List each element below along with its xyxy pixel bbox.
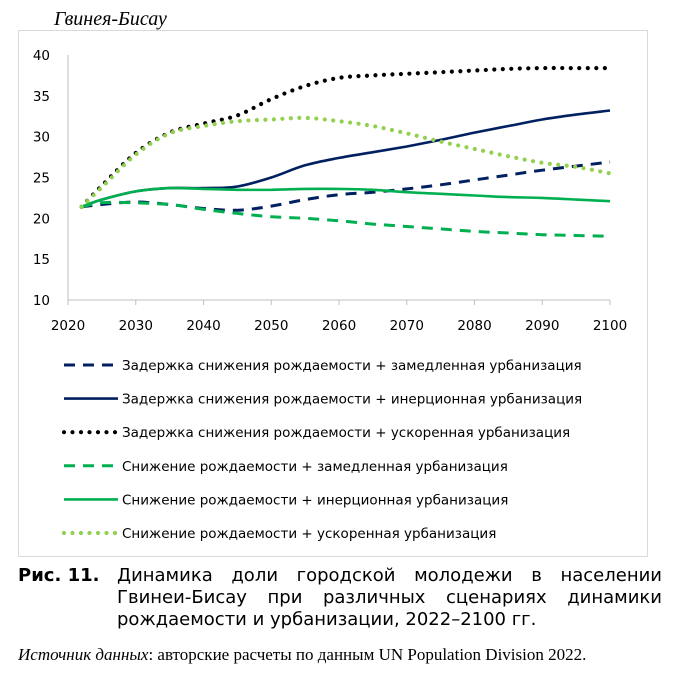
legend-label-2: Задержка снижения рождаемости + инерцион… xyxy=(122,392,582,408)
series-line-4 xyxy=(81,200,611,238)
caption-label: Рис. 11. xyxy=(18,565,100,586)
x-tick-label: 2070 xyxy=(390,318,424,334)
legend-label-1: Задержка снижения рождаемости + замедлен… xyxy=(122,358,582,374)
x-tick-label: 2060 xyxy=(322,318,356,334)
legend-label-3: Задержка снижения рождаемости + ускоренн… xyxy=(122,425,570,441)
source-text: : авторские расчеты по данным UN Populat… xyxy=(148,645,587,664)
y-tick-label: 40 xyxy=(33,48,50,64)
y-axis-ticks: 10 15 20 25 30 35 40 xyxy=(33,48,50,309)
x-tick-label: 2040 xyxy=(186,318,220,334)
x-tick-label: 2050 xyxy=(254,318,288,334)
source-note: Источник данных: авторские расчеты по да… xyxy=(18,645,586,665)
figure-caption: Рис. 11. Динамика доли городской молодеж… xyxy=(18,565,662,631)
y-tick-label: 20 xyxy=(33,211,50,227)
series-line-2 xyxy=(81,109,611,209)
legend-label-5: Снижение рождаемости + инерционная урбан… xyxy=(122,492,508,508)
chart-frame xyxy=(18,30,648,557)
y-tick-label: 15 xyxy=(33,252,50,268)
x-tick-label: 2080 xyxy=(457,318,491,334)
y-tick-label: 35 xyxy=(33,89,50,105)
series-line-3 xyxy=(79,65,613,209)
x-axis-ticks: 2020 2030 2040 2050 2060 2070 2080 2090 2100 xyxy=(51,300,627,334)
chart-axes xyxy=(67,55,610,301)
caption-text: Динамика доли городской молодежи в насел… xyxy=(117,565,662,630)
series-lines xyxy=(79,65,613,238)
chart-title: Гвинея-Бисау xyxy=(54,8,167,30)
y-tick-label: 30 xyxy=(33,130,50,146)
y-tick-label: 25 xyxy=(33,171,50,187)
series-line-5 xyxy=(81,186,611,209)
x-tick-label: 2090 xyxy=(525,318,559,334)
x-tick-label: 2020 xyxy=(51,318,85,334)
source-label: Источник данных xyxy=(18,645,149,664)
y-tick-label: 10 xyxy=(33,293,50,309)
x-tick-label: 2100 xyxy=(593,318,627,334)
legend-label-6: Снижение рождаемости + ускоренная урбани… xyxy=(122,526,496,542)
legend-label-4: Снижение рождаемости + замедленная урбан… xyxy=(122,459,508,475)
chart-legend: Задержка снижения рождаемости + замедлен… xyxy=(61,358,582,542)
x-tick-label: 2030 xyxy=(119,318,153,334)
series-line-6 xyxy=(79,115,613,209)
